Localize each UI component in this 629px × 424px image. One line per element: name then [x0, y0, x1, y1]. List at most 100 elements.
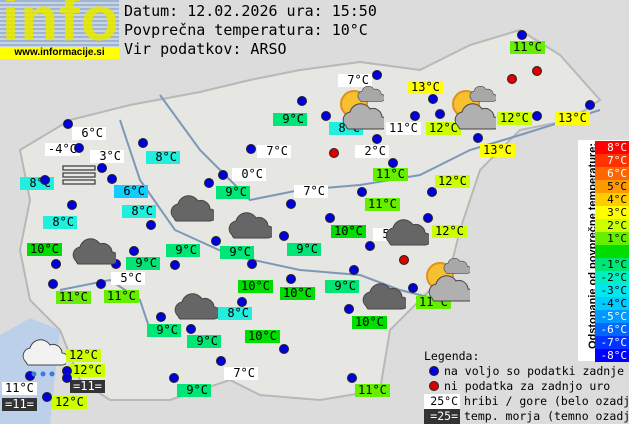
station-dot[interactable]: [237, 297, 247, 307]
station-dot[interactable]: [40, 175, 50, 185]
station-temperature-label[interactable]: 9°C: [273, 113, 307, 126]
station-temperature-label[interactable]: 11°C: [104, 290, 139, 303]
station-dot[interactable]: [279, 231, 289, 241]
station-temperature-label[interactable]: 9°C: [325, 280, 359, 293]
station-missing-dot[interactable]: [507, 74, 517, 84]
station-dot[interactable]: [344, 304, 354, 314]
station-temperature-label[interactable]: 12°C: [497, 112, 532, 125]
station-dot[interactable]: [279, 344, 289, 354]
station-dot[interactable]: [372, 70, 382, 80]
station-temperature-label[interactable]: 12°C: [435, 175, 470, 188]
station-dot[interactable]: [67, 200, 77, 210]
station-temperature-label[interactable]: 13°C: [408, 81, 443, 94]
station-dot[interactable]: [365, 241, 375, 251]
station-temperature-label[interactable]: 12°C: [52, 396, 87, 409]
station-temperature-label[interactable]: -4°C: [45, 143, 80, 156]
station-temperature-label[interactable]: 8°C: [146, 151, 180, 164]
station-dot[interactable]: [349, 265, 359, 275]
station-dot[interactable]: [170, 260, 180, 270]
station-missing-dot[interactable]: [329, 148, 339, 158]
station-dot[interactable]: [42, 392, 52, 402]
station-temperature-label[interactable]: 9°C: [166, 244, 200, 257]
station-temperature-label[interactable]: 10°C: [245, 330, 280, 343]
station-temperature-label[interactable]: 12°C: [66, 349, 101, 362]
station-temperature-label[interactable]: 9°C: [147, 324, 181, 337]
station-dot[interactable]: [388, 158, 398, 168]
station-temperature-label[interactable]: 11°C: [2, 382, 37, 395]
station-dot[interactable]: [297, 96, 307, 106]
station-dot[interactable]: [204, 178, 214, 188]
station-dot[interactable]: [63, 119, 73, 129]
station-missing-dot[interactable]: [532, 66, 542, 76]
station-dot[interactable]: [186, 324, 196, 334]
station-dot[interactable]: [372, 134, 382, 144]
station-dot[interactable]: [51, 259, 61, 269]
station-dot[interactable]: [286, 274, 296, 284]
station-temperature-label[interactable]: 8°C: [122, 205, 156, 218]
station-temperature-label[interactable]: 11°C: [373, 168, 408, 181]
station-temperature-label[interactable]: 10°C: [27, 243, 62, 256]
station-dot[interactable]: [48, 279, 58, 289]
station-dot[interactable]: [473, 133, 483, 143]
station-dot[interactable]: [427, 187, 437, 197]
station-temperature-label[interactable]: 12°C: [426, 122, 461, 135]
station-temperature-label[interactable]: 9°C: [126, 257, 160, 270]
station-temperature-label[interactable]: 9°C: [287, 243, 321, 256]
station-temperature-label[interactable]: 6°C: [114, 185, 148, 198]
station-dot[interactable]: [410, 111, 420, 121]
station-temperature-label[interactable]: 12°C: [70, 364, 105, 377]
station-dot[interactable]: [435, 109, 445, 119]
station-dot[interactable]: [408, 283, 418, 293]
station-dot[interactable]: [247, 259, 257, 269]
station-dot[interactable]: [129, 246, 139, 256]
station-temperature-label[interactable]: 7°C: [338, 74, 372, 87]
station-dot[interactable]: [517, 30, 527, 40]
station-temperature-label[interactable]: 13°C: [480, 144, 515, 157]
station-temperature-label[interactable]: 10°C: [280, 287, 315, 300]
station-dot[interactable]: [107, 174, 117, 184]
station-dot[interactable]: [156, 312, 166, 322]
station-dot[interactable]: [216, 356, 226, 366]
station-dot[interactable]: [211, 236, 221, 246]
station-dot[interactable]: [286, 199, 296, 209]
station-temperature-label[interactable]: 2°C: [355, 145, 389, 158]
logo-url-link[interactable]: www.informacije.si: [0, 47, 119, 59]
station-temperature-label[interactable]: 8°C: [43, 216, 77, 229]
station-temperature-label[interactable]: 11°C: [365, 198, 400, 211]
station-temperature-label[interactable]: 6°C: [72, 127, 106, 140]
station-temperature-label[interactable]: 11°C: [510, 41, 545, 54]
station-dot[interactable]: [97, 163, 107, 173]
station-dot[interactable]: [218, 170, 228, 180]
station-temperature-label[interactable]: 3°C: [90, 150, 124, 163]
station-dot[interactable]: [96, 279, 106, 289]
station-temperature-label[interactable]: 5°C: [111, 272, 145, 285]
station-temperature-label[interactable]: =11=: [2, 398, 37, 411]
station-dot[interactable]: [428, 94, 438, 104]
station-temperature-label[interactable]: 11°C: [355, 384, 390, 397]
station-temperature-label[interactable]: 7°C: [224, 367, 258, 380]
station-temperature-label[interactable]: 8°C: [218, 307, 252, 320]
station-temperature-label[interactable]: =11=: [70, 380, 105, 393]
logo[interactable]: info www.informacije.si: [0, 0, 119, 59]
station-temperature-label[interactable]: 7°C: [257, 145, 291, 158]
station-temperature-label[interactable]: 0°C: [232, 168, 266, 181]
station-dot[interactable]: [246, 144, 256, 154]
station-dot[interactable]: [357, 187, 367, 197]
station-temperature-label[interactable]: 11°C: [56, 291, 91, 304]
station-dot[interactable]: [321, 111, 331, 121]
station-temperature-label[interactable]: 12°C: [432, 225, 467, 238]
station-temperature-label[interactable]: 7°C: [294, 185, 328, 198]
station-dot[interactable]: [62, 373, 72, 383]
station-dot[interactable]: [169, 373, 179, 383]
station-dot[interactable]: [138, 138, 148, 148]
station-dot[interactable]: [423, 213, 433, 223]
station-missing-dot[interactable]: [399, 255, 409, 265]
station-temperature-label[interactable]: 9°C: [220, 246, 254, 259]
station-dot[interactable]: [146, 220, 156, 230]
station-temperature-label[interactable]: 10°C: [331, 225, 366, 238]
station-dot[interactable]: [585, 100, 595, 110]
station-temperature-label[interactable]: 13°C: [555, 112, 590, 125]
station-dot[interactable]: [347, 373, 357, 383]
station-temperature-label[interactable]: 9°C: [177, 384, 211, 397]
station-temperature-label[interactable]: 9°C: [187, 335, 221, 348]
